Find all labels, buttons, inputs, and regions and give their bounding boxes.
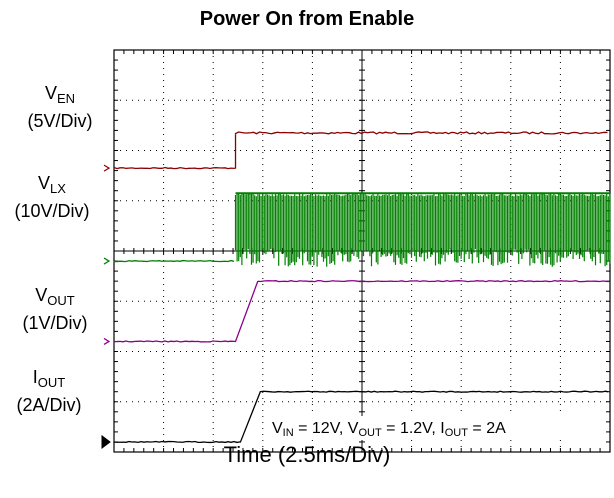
chart-title: Power On from Enable — [199, 8, 415, 30]
ground-marker-lx — [103, 257, 111, 265]
ground-marker-out — [103, 337, 111, 345]
conditions-annotation: VIN = 12V, VOUT = 1.2V, IOUT = 2A — [272, 420, 506, 439]
label-iout: IOUT (2A/Div) — [16, 367, 82, 415]
ground-marker-filled — [101, 434, 111, 449]
ground-marker-en — [103, 164, 111, 172]
trace-lx-switching — [234, 193, 611, 267]
label-vlx: VLX (10V/Div) — [14, 173, 90, 221]
x-axis-label: Time (2.5ms/Div) — [223, 442, 391, 467]
annotation-background — [268, 416, 606, 440]
trace-out — [113, 279, 609, 343]
trace-lx-idle — [113, 259, 235, 263]
label-vout: VOUT (1V/Div) — [22, 285, 88, 333]
label-ven: VEN (5V/Div) — [27, 83, 93, 131]
trace-en — [113, 131, 608, 170]
trace-out — [113, 390, 609, 444]
